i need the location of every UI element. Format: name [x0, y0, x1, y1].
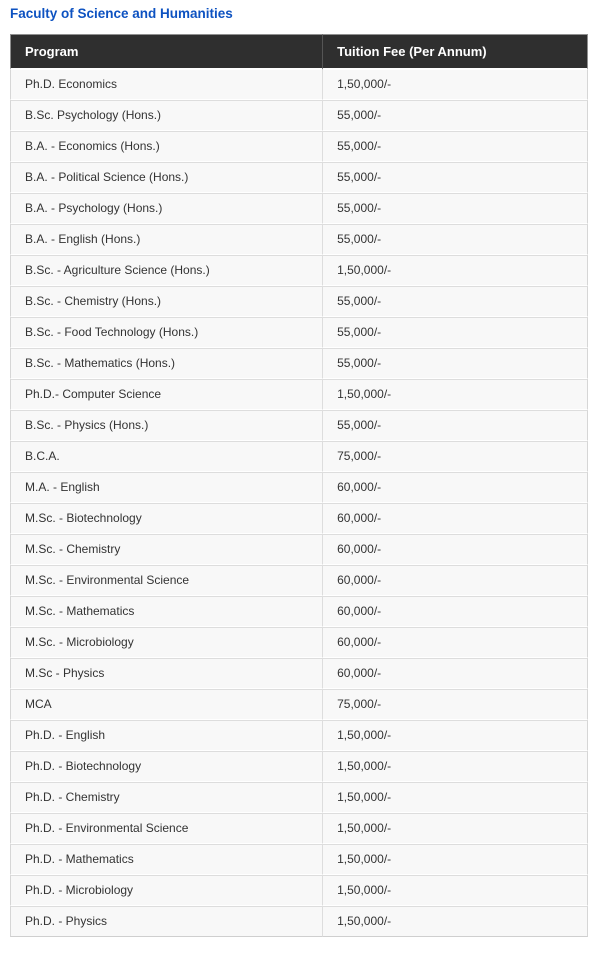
fee-cell: 55,000/- — [322, 317, 588, 348]
fee-cell: 60,000/- — [322, 627, 588, 658]
table-header: Program Tuition Fee (Per Annum) — [10, 34, 588, 70]
program-cell: B.C.A. — [10, 441, 323, 472]
table-row: B.Sc. - Physics (Hons.) 55,000/- — [10, 410, 588, 441]
page-title: Faculty of Science and Humanities — [10, 6, 233, 21]
table-row: M.Sc. - Mathematics 60,000/- — [10, 596, 588, 627]
table-row: Ph.D. - Biotechnology 1,50,000/- — [10, 751, 588, 782]
fee-cell: 55,000/- — [322, 100, 588, 131]
program-cell: B.Sc. - Physics (Hons.) — [10, 410, 323, 441]
program-cell: M.Sc. - Microbiology — [10, 627, 323, 658]
column-header-tuition-fee: Tuition Fee (Per Annum) — [322, 34, 588, 70]
program-cell: Ph.D. Economics — [10, 70, 323, 100]
table-row: M.Sc - Physics 60,000/- — [10, 658, 588, 689]
program-cell: Ph.D. - Environmental Science — [10, 813, 323, 844]
fee-cell: 1,50,000/- — [322, 813, 588, 844]
program-cell: M.A. - English — [10, 472, 323, 503]
table-row: B.A. - English (Hons.) 55,000/- — [10, 224, 588, 255]
column-header-program: Program — [10, 34, 323, 70]
table-row: Ph.D. - Mathematics 1,50,000/- — [10, 844, 588, 875]
table-row: M.Sc. - Microbiology 60,000/- — [10, 627, 588, 658]
table-row: B.Sc. - Agriculture Science (Hons.) 1,50… — [10, 255, 588, 286]
program-cell: Ph.D.- Computer Science — [10, 379, 323, 410]
program-cell: Ph.D. - Physics — [10, 906, 323, 937]
fee-cell: 55,000/- — [322, 131, 588, 162]
tuition-fees-table: Program Tuition Fee (Per Annum) Ph.D. Ec… — [10, 34, 588, 937]
fee-cell: 55,000/- — [322, 162, 588, 193]
program-cell: M.Sc. - Mathematics — [10, 596, 323, 627]
program-cell: M.Sc - Physics — [10, 658, 323, 689]
table-row: M.Sc. - Biotechnology 60,000/- — [10, 503, 588, 534]
table-header-row: Program Tuition Fee (Per Annum) — [10, 34, 588, 70]
program-cell: B.Sc. - Agriculture Science (Hons.) — [10, 255, 323, 286]
fee-cell: 60,000/- — [322, 658, 588, 689]
fee-cell: 1,50,000/- — [322, 844, 588, 875]
fee-cell: 60,000/- — [322, 503, 588, 534]
program-cell: B.A. - Psychology (Hons.) — [10, 193, 323, 224]
program-cell: B.Sc. - Chemistry (Hons.) — [10, 286, 323, 317]
table-body: Ph.D. Economics 1,50,000/- B.Sc. Psychol… — [10, 70, 588, 937]
table-row: B.A. - Economics (Hons.) 55,000/- — [10, 131, 588, 162]
program-cell: Ph.D. - Chemistry — [10, 782, 323, 813]
fee-cell: 55,000/- — [322, 410, 588, 441]
fee-cell: 55,000/- — [322, 224, 588, 255]
program-cell: B.A. - Political Science (Hons.) — [10, 162, 323, 193]
fee-cell: 75,000/- — [322, 689, 588, 720]
fee-cell: 60,000/- — [322, 596, 588, 627]
table-row: M.Sc. - Environmental Science 60,000/- — [10, 565, 588, 596]
table-row: B.C.A. 75,000/- — [10, 441, 588, 472]
fee-cell: 1,50,000/- — [322, 751, 588, 782]
table-row: Ph.D. Economics 1,50,000/- — [10, 70, 588, 100]
program-cell: M.Sc. - Chemistry — [10, 534, 323, 565]
table-row: B.Sc. Psychology (Hons.) 55,000/- — [10, 100, 588, 131]
fee-cell: 55,000/- — [322, 286, 588, 317]
table-row: B.Sc. - Food Technology (Hons.) 55,000/- — [10, 317, 588, 348]
program-cell: B.A. - English (Hons.) — [10, 224, 323, 255]
program-cell: M.Sc. - Biotechnology — [10, 503, 323, 534]
table-row: Ph.D. - English 1,50,000/- — [10, 720, 588, 751]
program-cell: B.Sc. - Mathematics (Hons.) — [10, 348, 323, 379]
table-row: B.A. - Psychology (Hons.) 55,000/- — [10, 193, 588, 224]
fee-cell: 1,50,000/- — [322, 875, 588, 906]
fee-cell: 1,50,000/- — [322, 720, 588, 751]
table-row: B.Sc. - Mathematics (Hons.) 55,000/- — [10, 348, 588, 379]
fee-cell: 1,50,000/- — [322, 255, 588, 286]
program-cell: B.Sc. Psychology (Hons.) — [10, 100, 323, 131]
program-cell: B.Sc. - Food Technology (Hons.) — [10, 317, 323, 348]
fee-cell: 55,000/- — [322, 193, 588, 224]
table-row: B.A. - Political Science (Hons.) 55,000/… — [10, 162, 588, 193]
fee-cell: 1,50,000/- — [322, 906, 588, 937]
table-row: M.Sc. - Chemistry 60,000/- — [10, 534, 588, 565]
fee-cell: 1,50,000/- — [322, 70, 588, 100]
fee-cell: 55,000/- — [322, 348, 588, 379]
program-cell: M.Sc. - Environmental Science — [10, 565, 323, 596]
program-cell: Ph.D. - English — [10, 720, 323, 751]
program-cell: Ph.D. - Biotechnology — [10, 751, 323, 782]
table-row: Ph.D. - Chemistry 1,50,000/- — [10, 782, 588, 813]
fee-cell: 1,50,000/- — [322, 782, 588, 813]
table-row: B.Sc. - Chemistry (Hons.) 55,000/- — [10, 286, 588, 317]
program-cell: MCA — [10, 689, 323, 720]
table-row: Ph.D.- Computer Science 1,50,000/- — [10, 379, 588, 410]
table-row: M.A. - English 60,000/- — [10, 472, 588, 503]
table-row: Ph.D. - Microbiology 1,50,000/- — [10, 875, 588, 906]
program-cell: Ph.D. - Mathematics — [10, 844, 323, 875]
table-row: Ph.D. - Physics 1,50,000/- — [10, 906, 588, 937]
table-row: MCA 75,000/- — [10, 689, 588, 720]
fee-cell: 75,000/- — [322, 441, 588, 472]
fee-cell: 60,000/- — [322, 565, 588, 596]
fee-cell: 60,000/- — [322, 472, 588, 503]
fee-cell: 60,000/- — [322, 534, 588, 565]
fee-cell: 1,50,000/- — [322, 379, 588, 410]
table-row: Ph.D. - Environmental Science 1,50,000/- — [10, 813, 588, 844]
program-cell: Ph.D. - Microbiology — [10, 875, 323, 906]
program-cell: B.A. - Economics (Hons.) — [10, 131, 323, 162]
